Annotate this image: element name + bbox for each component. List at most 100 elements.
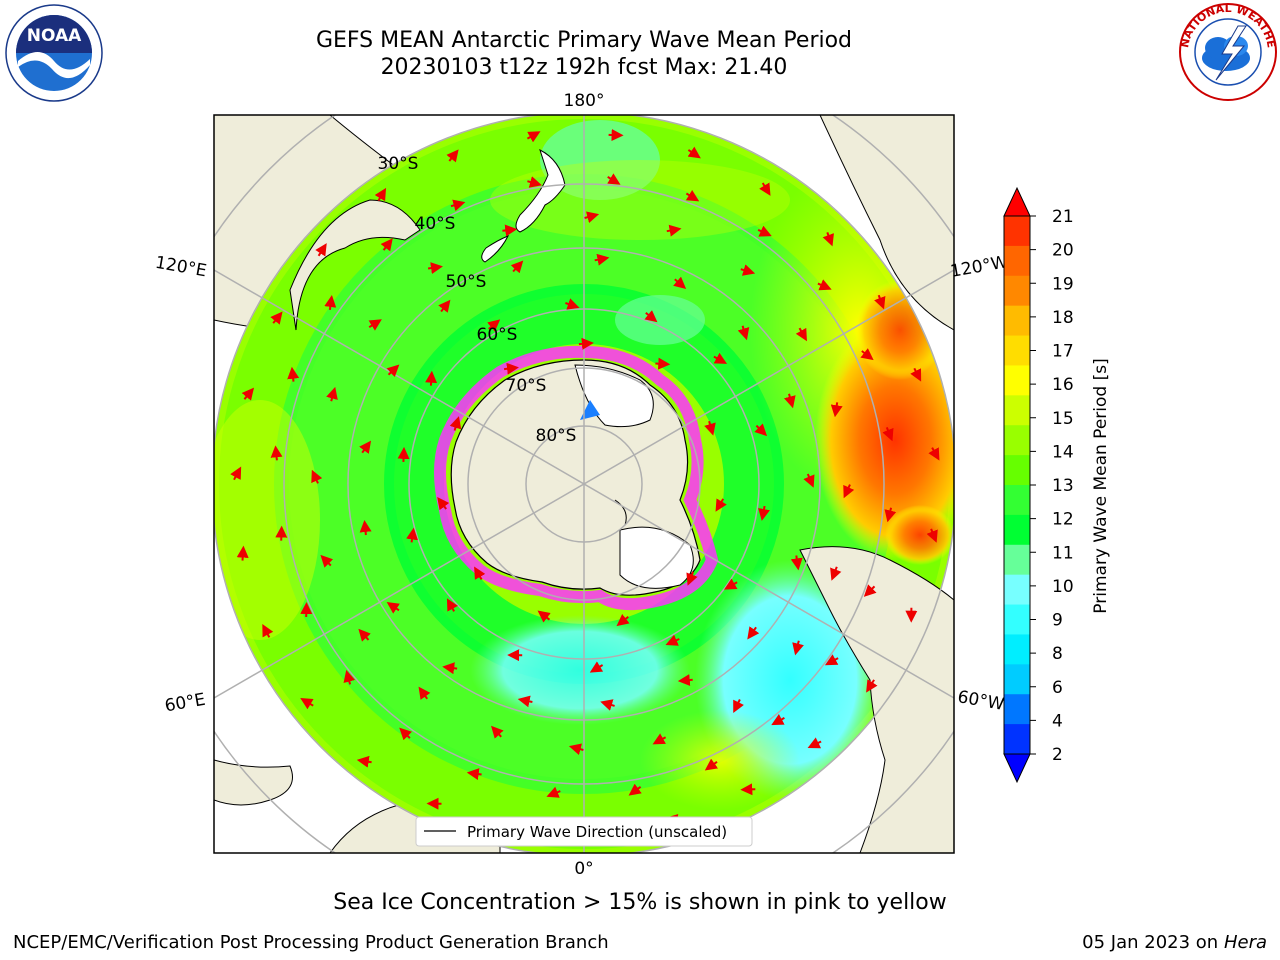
colorbar-tick-label: 11 [1052, 543, 1074, 563]
wave-arrow [863, 584, 877, 597]
wave-arrow [600, 699, 615, 711]
lat-label-50s: 50°S [446, 272, 487, 292]
colorbar-tick-label: 2 [1052, 745, 1063, 765]
wave-arrow [866, 679, 878, 693]
wave-arrow [442, 662, 458, 675]
colorbar-tick-label: 13 [1052, 476, 1074, 496]
wave-arrow [311, 469, 323, 484]
wave-arrow [928, 447, 940, 461]
lon-label-60e: 60°E [163, 690, 207, 717]
wave-arrow [386, 601, 400, 614]
wave-arrow [241, 387, 255, 401]
colorbar-tick-label: 15 [1052, 409, 1074, 429]
wave-arrow [704, 420, 716, 436]
wave-arrow [874, 294, 886, 310]
wave-arrow [437, 496, 450, 511]
colorbar-segment [1004, 335, 1030, 366]
wave-arrow [754, 423, 768, 437]
wave-arrow [356, 755, 372, 768]
footer-machine: Hera [1223, 932, 1267, 953]
wave-arrow [757, 225, 772, 237]
wave-arrow [546, 786, 561, 798]
wave-arrow [704, 758, 719, 771]
colorbar-segment [1004, 724, 1030, 755]
wave-arrow [771, 714, 785, 726]
colorbar-tick-label: 18 [1052, 308, 1074, 328]
colorbar-segment [1004, 544, 1030, 576]
lat-label-70s: 70°S [506, 376, 547, 396]
wave-arrow [466, 768, 482, 781]
wave-arrow [795, 327, 807, 342]
wave-arrow [594, 253, 610, 266]
wave-arrow [884, 507, 897, 523]
wave-arrow [792, 640, 804, 656]
noaa-logo-text: NOAA [27, 26, 82, 46]
wave-arrow [830, 402, 843, 418]
map-subtitle: 20230103 t12z 192h fcst Max: 21.40 [380, 55, 788, 80]
wave-arrow [537, 610, 551, 623]
wave-arrow [733, 699, 744, 713]
wave-arrow [386, 364, 400, 378]
wave-arrow [713, 352, 728, 364]
legend-label: Primary Wave Direction (unscaled) [467, 823, 727, 841]
lon-label-120w: 120°W [949, 252, 1010, 282]
sea-ice-note: Sea Ice Concentration > 15% is shown in … [333, 890, 947, 915]
wave-arrow [724, 578, 738, 590]
wave-arrow [673, 276, 687, 290]
lon-label-180: 180° [564, 91, 605, 111]
antarctica [434, 345, 719, 611]
lat-label-80s: 80°S [536, 426, 577, 446]
lon-label-120e: 120°E [154, 253, 208, 282]
wave-arrow [359, 520, 372, 536]
wave-arrow [438, 299, 451, 313]
wave-arrow [287, 366, 300, 382]
colorbar-segment [1004, 216, 1030, 247]
wave-arrow [830, 566, 842, 581]
colorbar-min-arrow [1003, 753, 1031, 784]
wave-arrow [882, 427, 894, 442]
wave-arrow [399, 727, 412, 741]
wave-arrow [568, 743, 584, 756]
wave-arrow [822, 232, 834, 247]
footer-date: 05 Jan 2023 on Hera [1082, 932, 1267, 953]
colorbar-tick-label: 19 [1052, 274, 1074, 294]
wave-arrow [324, 295, 337, 311]
nws-logo-icon: NATIONAL WEATHER SERVICE [1178, 2, 1278, 101]
colorbar-tick-label: 14 [1052, 442, 1074, 462]
wave-arrow [589, 661, 604, 673]
wave-arrow [449, 416, 462, 431]
wave-arrow [616, 613, 630, 627]
wave-arrow [368, 319, 382, 331]
wave-arrow [374, 187, 387, 202]
lon-label-60w: 60°W [956, 687, 1006, 715]
wave-arrow [687, 146, 701, 159]
wave-arrow [910, 367, 922, 382]
wave-arrow [262, 623, 274, 638]
colorbar-segment [1004, 514, 1030, 546]
footer-date-text: 05 Jan 2023 on [1082, 932, 1224, 953]
wave-arrow [380, 238, 393, 252]
map-legend: Primary Wave Direction (unscaled) [415, 816, 753, 847]
wave-arrow [665, 634, 680, 646]
lon-label-0: 0° [574, 859, 593, 879]
wave-arrow [666, 224, 682, 237]
wave-arrow [578, 337, 594, 350]
colorbar-tick-label: 16 [1052, 375, 1074, 395]
colorbar: 21 20 19 18 17 16 15 14 13 12 11 10 9 8 6 4 2 [1003, 186, 1074, 784]
colorbar-segment [1004, 604, 1030, 635]
wave-arrow [230, 466, 242, 481]
wave-arrow [450, 199, 466, 212]
colorbar-segment [1004, 305, 1030, 337]
colorbar-segment [1004, 634, 1030, 665]
colorbar-segment [1004, 395, 1030, 426]
wave-arrow [565, 298, 580, 310]
colorbar-tick-label: 21 [1052, 207, 1074, 227]
wave-arrow [270, 311, 283, 325]
wave-arrow [686, 571, 698, 586]
wave-arrow [425, 370, 438, 386]
wave-arrow [517, 695, 533, 708]
wave-arrow [584, 211, 600, 224]
noaa-logo-icon: NOAA [5, 4, 103, 102]
wave-arrow [655, 357, 671, 370]
wave-arrow [270, 445, 283, 461]
